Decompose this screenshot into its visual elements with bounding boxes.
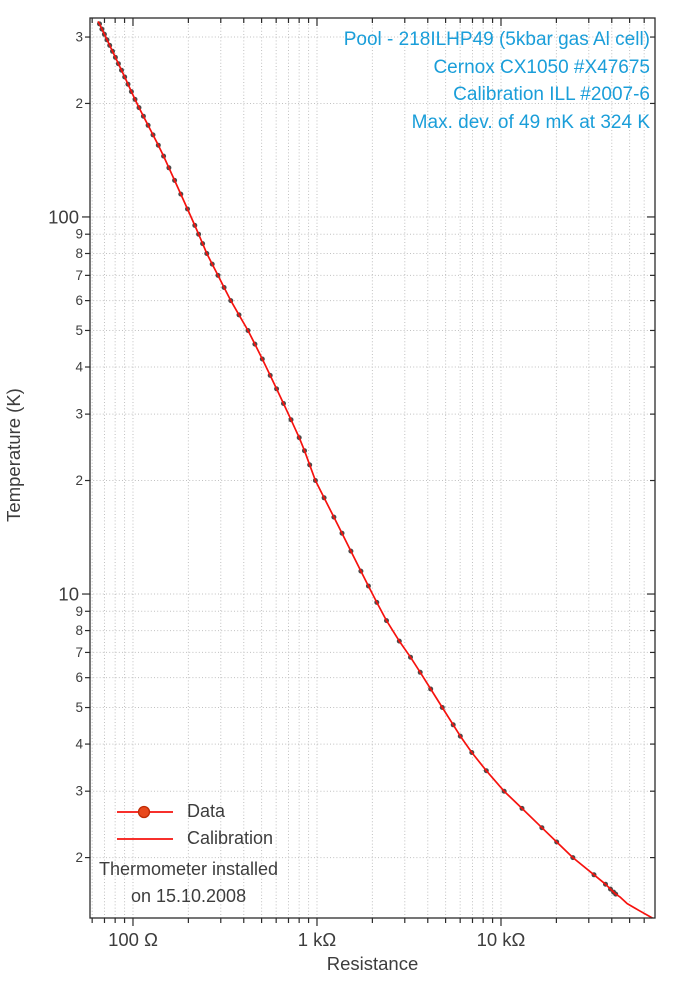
svg-text:6: 6 <box>75 670 83 685</box>
legend-row-data: Data <box>117 798 273 825</box>
grid-lines <box>90 18 655 918</box>
annotation-line-maxdev: Max. dev. of 49 mK at 324 K <box>411 111 650 133</box>
install-note-line1: Thermometer installed <box>99 859 279 879</box>
svg-text:9: 9 <box>75 604 83 619</box>
axis-ticks <box>82 18 655 926</box>
svg-text:1 kΩ: 1 kΩ <box>298 929 337 950</box>
svg-text:3: 3 <box>75 30 83 45</box>
data-marker-icon <box>117 805 173 818</box>
calibration-curve <box>97 20 653 919</box>
svg-text:4: 4 <box>75 360 83 375</box>
y-axis-title: Temperature (K) <box>3 388 24 522</box>
legend: Data Calibration <box>117 798 273 852</box>
svg-text:8: 8 <box>75 246 83 261</box>
calibration-line-icon <box>117 837 173 840</box>
svg-text:2: 2 <box>75 473 83 488</box>
legend-row-calibration: Calibration <box>117 825 273 852</box>
svg-text:7: 7 <box>75 645 83 660</box>
annotation-line-pool: Pool - 218ILHP49 (5kbar gas Al cell) <box>343 29 650 50</box>
svg-text:3: 3 <box>75 407 83 422</box>
svg-text:3: 3 <box>75 784 83 799</box>
legend-calibration-label: Calibration <box>187 828 274 848</box>
svg-text:10: 10 <box>58 584 79 605</box>
svg-text:2: 2 <box>75 850 83 865</box>
svg-text:2: 2 <box>75 96 83 111</box>
svg-text:8: 8 <box>75 623 83 638</box>
install-note-line2: on 15.10.2008 <box>130 886 247 906</box>
svg-text:5: 5 <box>75 323 83 338</box>
annotation-line-calibration: Calibration ILL #2007-6 <box>453 84 650 105</box>
annotation-line-sensor: Cernox CX1050 #X47675 <box>433 56 650 78</box>
svg-text:9: 9 <box>75 227 83 242</box>
install-note: Thermometer installed on 15.10.2008 <box>99 856 278 910</box>
x-tick-labels: 100 Ω 1 kΩ 10 kΩ <box>108 929 525 950</box>
legend-data-label: Data <box>187 801 226 821</box>
svg-text:100 Ω: 100 Ω <box>108 929 158 950</box>
annotation-block: Pool - 218ILHP49 (5kbar gas Al cell) Cer… <box>344 26 650 136</box>
svg-text:100: 100 <box>48 207 79 228</box>
svg-text:4: 4 <box>75 737 83 752</box>
svg-text:6: 6 <box>75 293 83 308</box>
svg-text:10 kΩ: 10 kΩ <box>477 929 526 950</box>
svg-text:7: 7 <box>75 268 83 283</box>
svg-text:5: 5 <box>75 700 83 715</box>
data-points <box>97 21 619 897</box>
x-axis-title: Resistance <box>326 953 419 974</box>
